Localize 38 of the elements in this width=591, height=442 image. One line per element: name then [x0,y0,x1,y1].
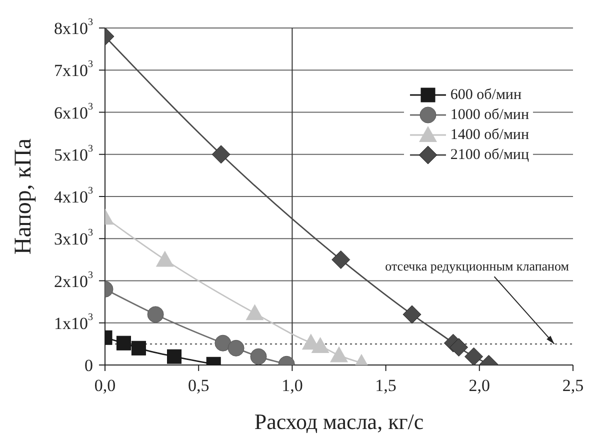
x-tick-label: 1,0 [282,376,303,394]
y-tick-label: 0 [84,356,93,374]
x-tick-label: 2,5 [562,376,584,394]
point [402,305,422,324]
y-tick-label: 7x10$^{3}$ [54,59,93,80]
legend-label: 1400 об/мин [450,126,529,145]
point [131,340,146,356]
x-tick-label: 1,5 [375,376,396,394]
point [214,334,232,352]
point [167,349,182,364]
point [147,306,164,323]
x-tick-label: 2,0 [468,376,490,394]
point [228,340,244,356]
point [311,337,330,354]
y-tick-label: 8x10$^{3}$ [54,17,93,38]
y-tick-label: 5x10$^{3}$ [54,143,93,164]
point [330,346,348,362]
x-tick-label: 0,0 [94,376,116,394]
point [116,336,131,350]
point [250,348,267,365]
point [332,250,350,269]
y-axis-title: Напор, кПа [10,138,37,255]
point [212,145,230,164]
y-tick-label: 1x10$^{3}$ [54,312,93,332]
y-tick-label: 3x10$^{3}$ [54,228,93,248]
x-tick-label: 0,5 [188,376,210,394]
point [450,338,468,357]
point [246,304,264,320]
y-tick-label: 2x10$^{3}$ [54,270,93,290]
y-tick-label: 6x10$^{3}$ [54,101,93,122]
y-tick-label: 4x10$^{3}$ [54,186,93,206]
legend-label: 1000 об/мин [450,106,529,125]
legend-label: 600 об/мин [450,86,522,105]
point [464,347,484,365]
x-axis-title: Расход масла, кг/с [254,409,424,434]
annotation: отсечка редукционным клапаном [385,258,569,274]
legend-label: 2100 об/миц [450,146,529,165]
point [156,250,174,267]
